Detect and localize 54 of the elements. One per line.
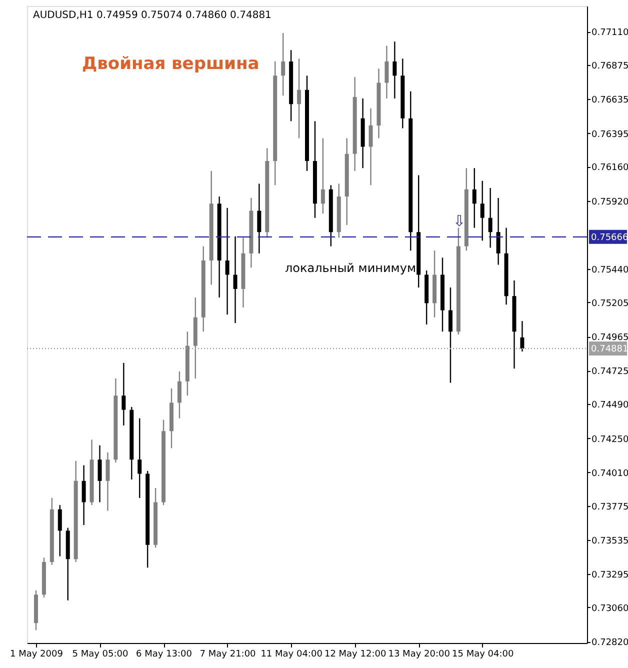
candlestick [480,180,484,242]
y-tick-label: 0.74010 [592,468,628,479]
x-tick-label: 5 May 05:00 [72,650,129,660]
annotation: локальный минимум [285,261,416,275]
candlestick [257,183,262,254]
y-tick-label: 0.77110 [592,28,628,38]
y-tick-label: 0.75205 [592,298,628,309]
x-tick-label: 11 May 04:00 [260,650,323,660]
y-tick-label: 0.74965 [592,333,628,344]
y-tick-label: 0.73775 [592,502,628,512]
y-tick-label: 0.76160 [592,163,628,174]
x-tick-label: 7 May 21:00 [200,650,256,660]
candlestick [488,187,492,248]
y-tick-label: 0.72820 [592,638,628,648]
candlestick [177,370,182,419]
y-tick-label: 0.75440 [592,266,628,276]
candlestick [472,167,476,228]
x-tick-label: 1 May 2009 [10,650,64,660]
y-tick-label: 0.76875 [592,62,628,72]
candlestick [520,320,524,352]
candlestick [368,108,373,186]
x-tick-label: 12 May 12:00 [324,650,386,660]
candlestick [82,464,86,526]
annotation: Двойная вершина [82,54,260,74]
candlestick [98,444,102,503]
candlestick [58,504,62,557]
y-tick-label: 0.73535 [592,536,628,546]
x-tick-label: 15 May 04:00 [452,650,514,660]
candlestick [392,40,397,100]
y-tick-label: 0.73060 [592,604,628,614]
candlestick [448,286,452,384]
candlestick [233,236,238,324]
candlestick [384,45,389,100]
candlestick [225,207,230,316]
ref-line-label: 0.75666 [591,232,628,243]
ref-line-label: 0.74881 [591,344,628,355]
candlestick [320,138,325,214]
y-tick-label: 0.74490 [592,400,628,411]
candlestick [297,58,302,139]
y-tick-label: 0.73295 [592,570,628,581]
y-tick-label: 0.74250 [592,434,628,445]
y-tick-label: 0.74725 [592,367,628,378]
x-tick-label: 13 May 20:00 [388,650,450,660]
candlestick [496,197,500,266]
x-tick-label: 6 May 13:00 [136,650,192,660]
candlestick [281,32,286,96]
candlestick [122,362,126,426]
y-tick-label: 0.76395 [592,130,628,140]
candlestick [138,418,142,499]
candlestick [106,452,110,512]
y-tick-label: 0.76635 [592,96,628,106]
chart-title: AUDUSD,H1 0.74959 0.75074 0.74860 0.74881 [33,10,272,21]
y-tick-label: 0.75920 [592,197,628,208]
annotation: ⇩ [453,212,466,230]
